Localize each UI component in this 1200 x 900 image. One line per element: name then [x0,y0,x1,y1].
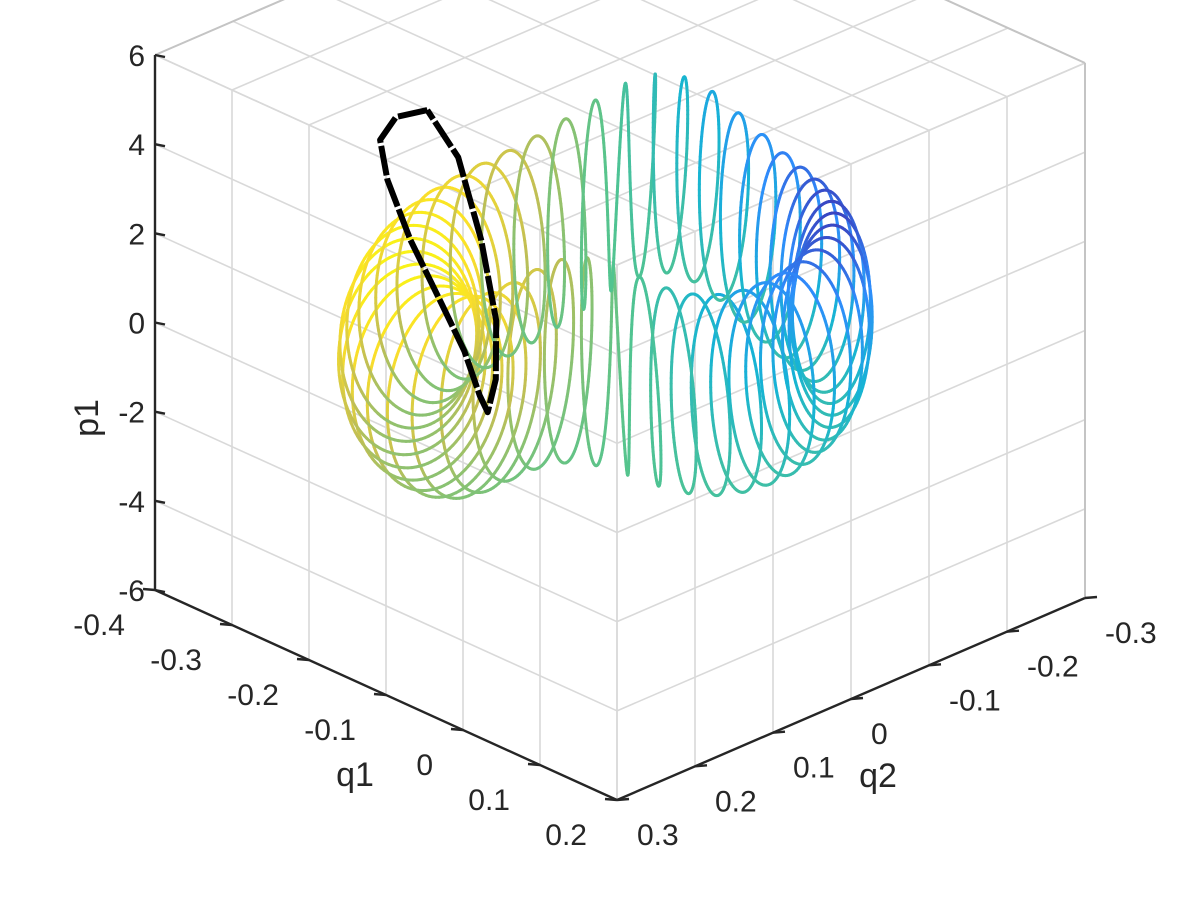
grid-line-top-y-1 [792,0,1008,98]
grid-line-wallx-h-1 [154,500,618,712]
grid-line-wallx-h-3 [154,321,618,534]
grid-line-top-y-5 [232,20,696,233]
grid-line-top-x-4 [462,0,917,196]
grid-line-top-x-0 [154,0,285,56]
grid-line-wally-h-6 [616,62,1086,266]
grid-line-wallx-h-5 [154,143,618,355]
grid-line-wallx-h-4 [154,232,618,445]
grid-line-top-y-2 [640,0,930,132]
box-edge-0 [154,0,285,56]
grid-line-wally-h-3 [616,329,1086,534]
grid-line-wallx-h-2 [154,410,618,623]
grid-line-wally-h-2 [616,418,1086,623]
grid-line-wally-h-1 [616,508,1086,712]
grid-line-top-x-1 [231,0,443,91]
curve-series [337,72,874,500]
grid-line-top-y-4 [336,0,774,199]
box-edge-1 [943,0,1086,64]
grid-line-top-y-3 [488,0,852,165]
